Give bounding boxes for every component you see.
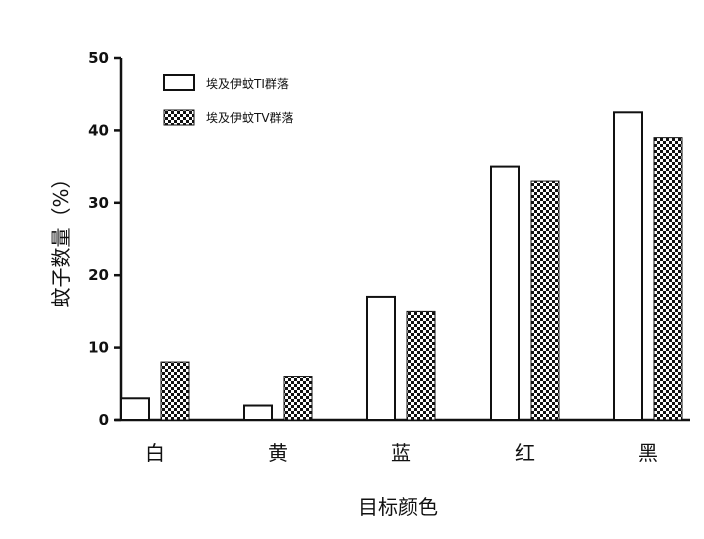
y-ticks: 0 10 20 30 40 50 [88, 49, 121, 429]
bar-tv-3 [530, 180, 560, 421]
legend-label-1: 埃及伊蚊TI群落 [206, 76, 289, 91]
bar-ti-1 [243, 404, 273, 421]
y-tick-label: 40 [88, 121, 109, 139]
y-tick-label: 30 [88, 194, 109, 212]
x-tick-label: 黄 [268, 441, 288, 465]
x-axis-title: 目标颜色 [358, 495, 438, 519]
bar-tv-1 [283, 376, 313, 421]
bar-ti-0 [120, 397, 150, 421]
x-tick-label: 红 [515, 441, 535, 465]
bar-tv-4 [653, 137, 683, 421]
legend-swatch-hollow [163, 74, 195, 91]
legend-swatch-checker [163, 109, 195, 126]
legend: 埃及伊蚊TI群落 埃及伊蚊TV群落 [163, 74, 294, 126]
y-axis-title: 蚊子数量（%） [49, 168, 73, 307]
x-tick-labels: 白黄蓝红黑 [145, 441, 658, 465]
bars [120, 111, 683, 422]
bar-tv-0 [160, 361, 190, 421]
y-tick-label: 0 [99, 411, 109, 429]
x-tick-label: 黑 [638, 441, 658, 465]
bar-ti-4 [613, 111, 643, 422]
bar-tv-2 [406, 310, 436, 421]
y-tick-label: 10 [88, 339, 109, 357]
y-tick-label: 50 [88, 49, 109, 67]
x-tick-label: 白 [145, 441, 165, 465]
legend-label-2: 埃及伊蚊TV群落 [206, 110, 294, 125]
y-tick-label: 20 [88, 266, 109, 284]
bar-ti-2 [366, 295, 396, 422]
x-tick-label: 蓝 [391, 441, 411, 465]
bar-ti-3 [490, 165, 520, 421]
